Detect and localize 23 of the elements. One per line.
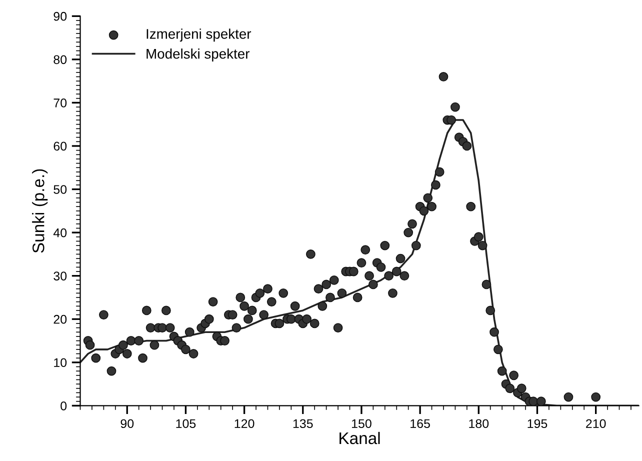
y-tick-label: 50 bbox=[54, 185, 67, 194]
y-tick-label: 60 bbox=[54, 142, 67, 151]
x-tick-label: 120 bbox=[234, 419, 254, 428]
x-tick-label: 165 bbox=[410, 419, 430, 428]
legend-label: Modelski spekter bbox=[146, 48, 250, 62]
x-tick-label: 180 bbox=[469, 419, 489, 428]
x-tick-label: 195 bbox=[528, 419, 548, 428]
x-tick-label: 135 bbox=[293, 419, 313, 428]
y-tick-label: 30 bbox=[54, 272, 67, 280]
y-tick-label: 0 bbox=[60, 401, 67, 410]
y-tick-label: 10 bbox=[54, 358, 67, 368]
x-tick-label: 105 bbox=[176, 419, 196, 428]
x-tick-label: 210 bbox=[586, 419, 606, 428]
y-tick-label: 70 bbox=[54, 98, 67, 108]
y-tick-label: 90 bbox=[54, 12, 67, 21]
y-tick-label: 20 bbox=[54, 314, 67, 324]
legend-label: Izmerjeni spekter bbox=[146, 28, 252, 42]
y-tick-label: 40 bbox=[53, 228, 67, 238]
x-tick-label: 150 bbox=[352, 419, 372, 428]
y-axis-title: Sunki (p.e.) bbox=[32, 169, 48, 253]
y-tick-label: 80 bbox=[54, 55, 67, 64]
x-tick-label: 90 bbox=[120, 419, 134, 428]
x-axis-title: Kanal bbox=[340, 432, 380, 444]
